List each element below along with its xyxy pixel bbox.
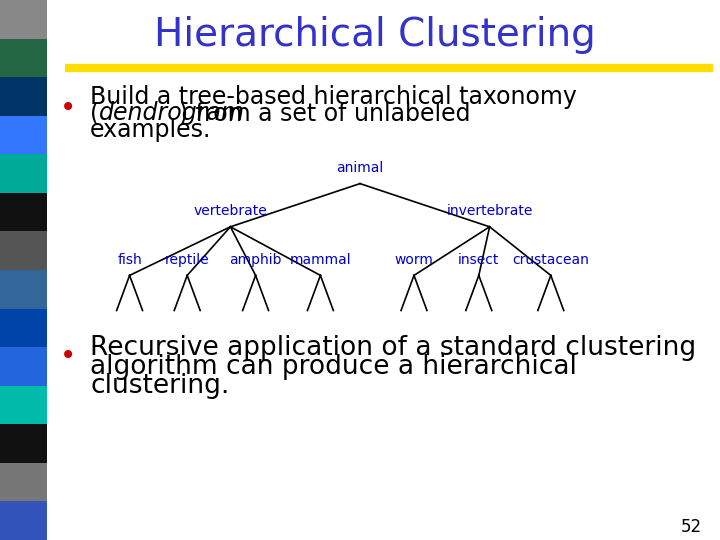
Text: reptile: reptile <box>165 253 210 267</box>
Bar <box>0 38 47 77</box>
Text: fish: fish <box>117 253 142 267</box>
Text: •: • <box>60 342 76 370</box>
Text: •: • <box>60 94 76 122</box>
Text: Recursive application of a standard clustering: Recursive application of a standard clus… <box>90 335 696 361</box>
Text: clustering.: clustering. <box>90 373 230 399</box>
Text: mammal: mammal <box>289 253 351 267</box>
Bar <box>0 270 47 308</box>
Text: amphib: amphib <box>230 253 282 267</box>
Text: vertebrate: vertebrate <box>194 204 267 218</box>
Text: worm: worm <box>395 253 433 267</box>
Text: Hierarchical Clustering: Hierarchical Clustering <box>153 16 595 54</box>
Bar <box>0 347 47 386</box>
Text: dendrogram: dendrogram <box>99 102 246 125</box>
Bar <box>0 463 47 502</box>
Text: crustacean: crustacean <box>513 253 589 267</box>
Bar <box>0 116 47 154</box>
Bar <box>0 0 47 38</box>
Text: animal: animal <box>336 161 384 175</box>
Text: ) from a set of unlabeled: ) from a set of unlabeled <box>179 102 470 125</box>
Text: invertebrate: invertebrate <box>446 204 533 218</box>
Bar <box>0 308 47 347</box>
Text: algorithm can produce a hierarchical: algorithm can produce a hierarchical <box>90 354 577 380</box>
Text: examples.: examples. <box>90 118 212 141</box>
Text: (: ( <box>90 102 99 125</box>
Bar <box>0 502 47 540</box>
Bar <box>0 424 47 463</box>
Bar <box>0 232 47 270</box>
Text: insect: insect <box>458 253 500 267</box>
Text: 52: 52 <box>681 517 702 536</box>
Bar <box>0 193 47 232</box>
Bar <box>0 386 47 424</box>
Bar <box>0 77 47 116</box>
Text: Build a tree-based hierarchical taxonomy: Build a tree-based hierarchical taxonomy <box>90 85 577 109</box>
Bar <box>0 154 47 193</box>
